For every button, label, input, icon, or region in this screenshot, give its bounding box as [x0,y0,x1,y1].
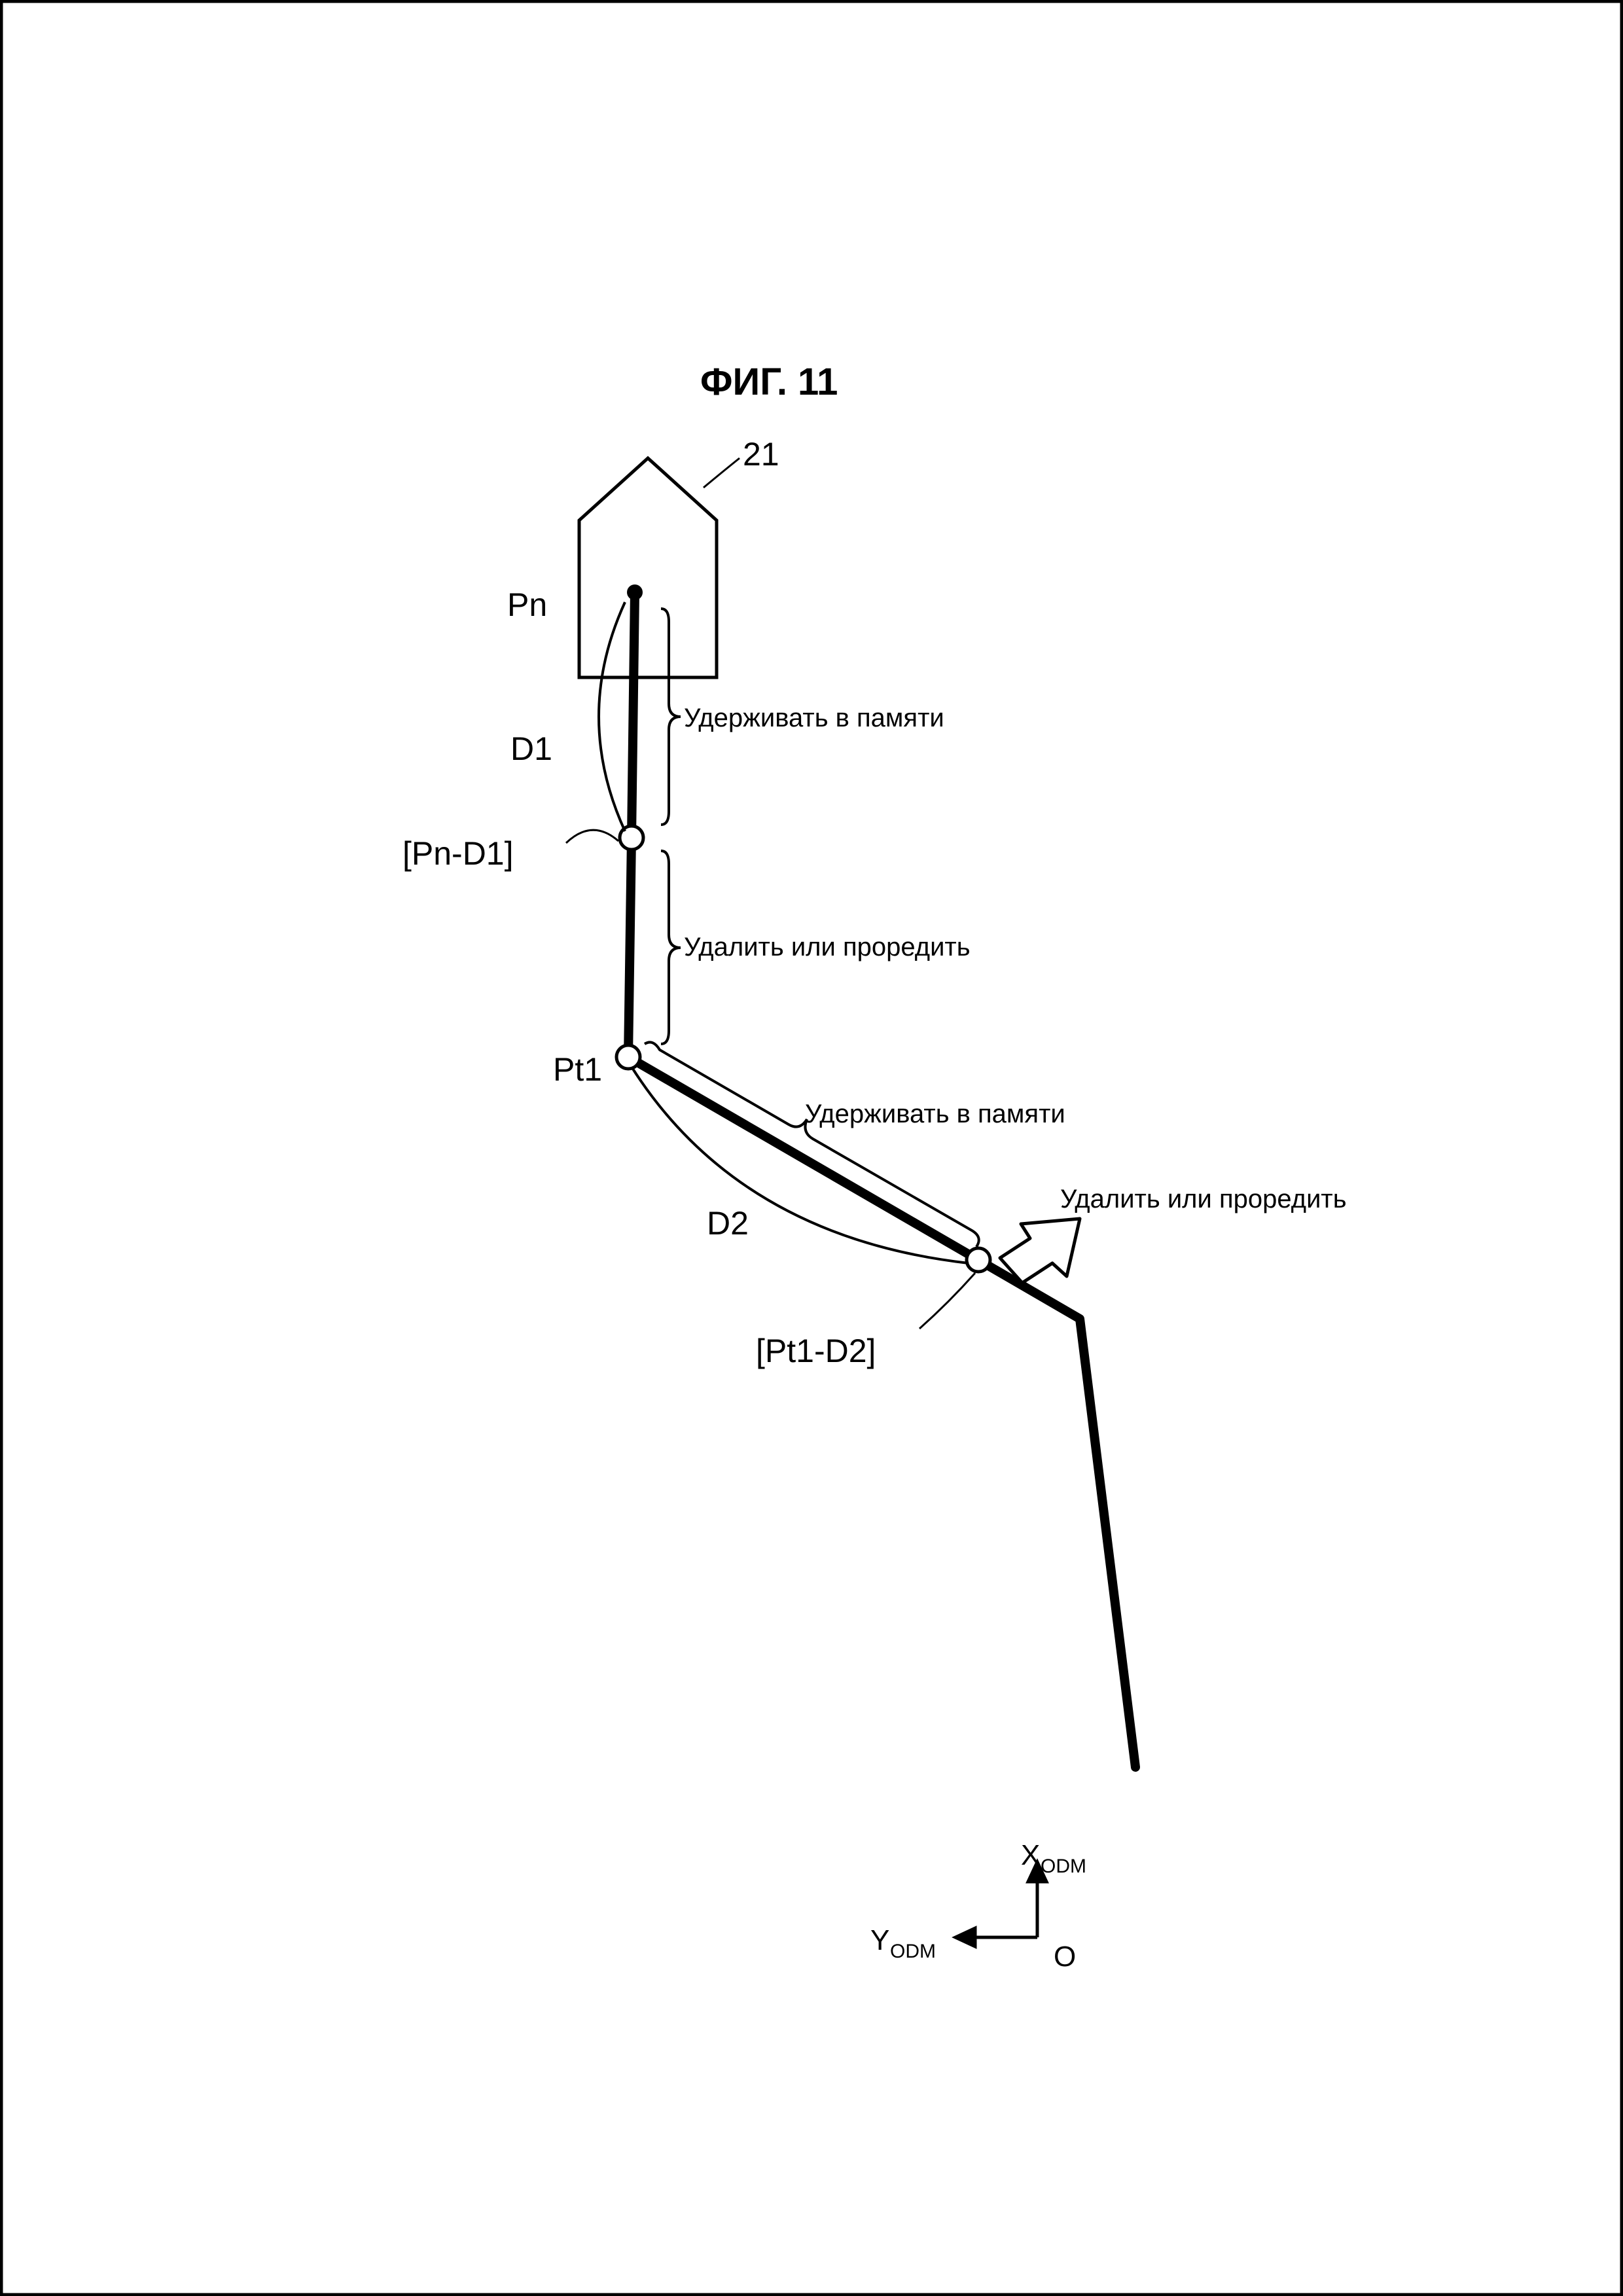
label-pn: Pn [507,586,547,624]
label-d1: D1 [510,730,552,768]
label-x-odm: X [1021,1839,1040,1872]
label-pt1: Pt1 [553,1050,602,1088]
label-keep-1: Удерживать в памяти [684,704,944,733]
label-delete-2: Удалить или проредить [1060,1185,1347,1214]
figure-title: ФИГ. 11 [700,360,838,404]
node-pn [627,584,643,600]
axes-icon [955,1862,1046,1946]
label-delete-1: Удалить или проредить [684,933,971,962]
leader-pt1-d2 [919,1273,975,1329]
arc-d1 [599,602,625,831]
leader-pn-d1 [566,830,618,843]
diagram-svg [0,0,1623,2296]
brace-keep-1 [661,609,681,825]
brace-delete-1 [661,851,681,1044]
label-y-odm: Y [870,1924,889,1957]
node-pt1-d2 [967,1248,990,1272]
label-origin: O [1054,1941,1076,1973]
outline-arrow-icon [1000,1219,1080,1283]
leader-21 [704,458,740,488]
vehicle-icon [579,458,717,677]
arc-d2 [632,1067,969,1263]
label-x-odm-sub: ODM [1041,1856,1086,1878]
label-pt1-d2: [Pt1-D2] [756,1332,876,1370]
node-pt1 [616,1045,640,1069]
label-21: 21 [743,435,779,473]
label-d2: D2 [707,1204,749,1242]
page-frame [1,1,1622,2295]
label-pn-d1: [Pn-D1] [402,834,514,872]
label-keep-2: Удерживать в памяти [805,1100,1065,1129]
label-y-odm-sub: ODM [890,1941,936,1963]
